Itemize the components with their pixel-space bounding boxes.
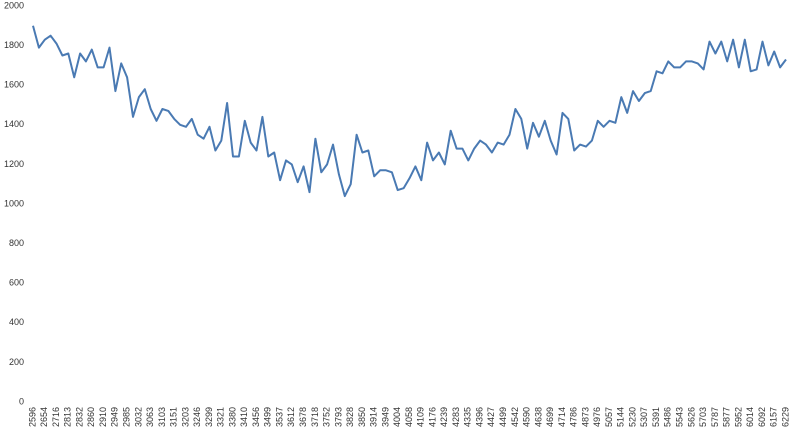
x-tick-label: 4786 (569, 407, 579, 427)
x-tick-label: 4109 (416, 407, 426, 427)
x-tick-label: 4590 (522, 407, 532, 427)
x-tick-label: 3151 (169, 407, 179, 427)
x-tick-label: 5486 (663, 407, 673, 427)
x-tick-label: 2716 (51, 407, 61, 427)
x-tick-label: 3321 (216, 407, 226, 427)
x-tick-label: 3678 (298, 407, 308, 427)
x-tick-label: 3246 (192, 407, 202, 427)
x-tick-label: 3456 (251, 407, 261, 427)
x-tick-label: 5230 (627, 407, 637, 427)
line (32, 25, 787, 198)
x-tick-label: 4283 (451, 407, 461, 427)
x-tick-label: 4542 (510, 407, 520, 427)
x-tick-label: 5877 (722, 407, 732, 427)
x-tick-label: 4239 (439, 407, 449, 427)
x-tick-label: 4004 (392, 407, 402, 427)
x-tick-label: 4058 (404, 407, 414, 427)
y-tick-label: 0 (19, 396, 24, 406)
x-tick-label: 5626 (686, 407, 696, 427)
x-tick-label: 3203 (180, 407, 190, 427)
y-tick-label: 1200 (4, 159, 24, 169)
x-tick-label: 2910 (98, 407, 108, 427)
x-tick-label: 3752 (322, 407, 332, 427)
x-tick-label: 5703 (698, 407, 708, 427)
x-tick-label: 2985 (122, 407, 132, 427)
y-tick-label: 600 (9, 278, 24, 288)
x-tick-label: 5307 (639, 407, 649, 427)
y-tick-label: 1000 (4, 198, 24, 208)
y-tick-label: 2000 (4, 0, 24, 10)
x-tick-label: 4427 (486, 407, 496, 427)
x-tick-label: 3410 (239, 407, 249, 427)
y-tick-label: 1800 (4, 40, 24, 50)
y-tick-label: 1400 (4, 119, 24, 129)
x-tick-label: 4335 (463, 407, 473, 427)
x-tick-label: 4176 (427, 407, 437, 427)
x-tick-label: 3537 (274, 407, 284, 427)
x-tick-label: 2813 (63, 407, 73, 427)
x-tick-label: 2596 (27, 407, 37, 427)
x-tick-label: 3793 (333, 407, 343, 427)
x-tick-label: 6229 (780, 407, 790, 427)
x-tick-label: 2949 (110, 407, 120, 427)
x-tick-label: 3299 (204, 407, 214, 427)
x-tick-label: 5391 (651, 407, 661, 427)
y-tick-label: 800 (9, 238, 24, 248)
x-tick-label: 6014 (745, 407, 755, 427)
x-tick-label: 6157 (769, 407, 779, 427)
x-tick-label: 3032 (133, 407, 143, 427)
x-tick-label: 4499 (498, 407, 508, 427)
y-tick-label: 1600 (4, 80, 24, 90)
x-tick-label: 5787 (710, 407, 720, 427)
x-tick-label: 4396 (474, 407, 484, 427)
x-tick-label: 6092 (757, 407, 767, 427)
x-tick-label: 3850 (357, 407, 367, 427)
x-tick-label: 2860 (86, 407, 96, 427)
x-tick-label: 4638 (533, 407, 543, 427)
x-tick-label: 4714 (557, 407, 567, 427)
x-tick-label: 3380 (227, 407, 237, 427)
x-tick-label: 5144 (616, 407, 626, 427)
x-tick-label: 5543 (674, 407, 684, 427)
x-tick-label: 3499 (263, 407, 273, 427)
x-tick-label: 2654 (39, 407, 49, 427)
x-tick-label: 3828 (345, 407, 355, 427)
x-tick-label: 4699 (545, 407, 555, 427)
y-tick-label: 400 (9, 317, 24, 327)
x-tick-label: 2832 (74, 407, 84, 427)
y-tick-label: 200 (9, 357, 24, 367)
x-tick-label: 3949 (380, 407, 390, 427)
x-tick-label: 4873 (580, 407, 590, 427)
x-tick-label: 3718 (310, 407, 320, 427)
x-tick-label: 3612 (286, 407, 296, 427)
x-tick-label: 5952 (733, 407, 743, 427)
x-tick-label: 3103 (157, 407, 167, 427)
x-tick-label: 4976 (592, 407, 602, 427)
x-tick-label: 3063 (145, 407, 155, 427)
x-tick-label: 3914 (369, 407, 379, 427)
x-tick-label: 5057 (604, 407, 614, 427)
